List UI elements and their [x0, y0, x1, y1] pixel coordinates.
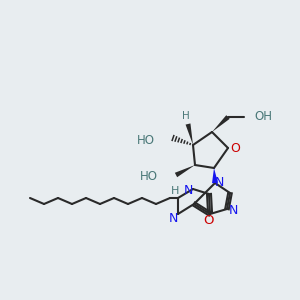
Text: N: N: [168, 212, 178, 224]
Text: O: O: [230, 142, 240, 154]
Text: H: H: [171, 186, 179, 196]
Polygon shape: [212, 115, 230, 132]
Polygon shape: [175, 165, 195, 177]
Text: N: N: [183, 184, 193, 197]
Polygon shape: [186, 123, 193, 145]
Text: N: N: [214, 176, 224, 188]
Polygon shape: [212, 168, 218, 183]
Text: O: O: [204, 214, 214, 227]
Text: H: H: [182, 111, 190, 121]
Text: HO: HO: [137, 134, 155, 146]
Text: N: N: [228, 205, 238, 218]
Text: OH: OH: [254, 110, 272, 124]
Text: HO: HO: [140, 169, 158, 182]
